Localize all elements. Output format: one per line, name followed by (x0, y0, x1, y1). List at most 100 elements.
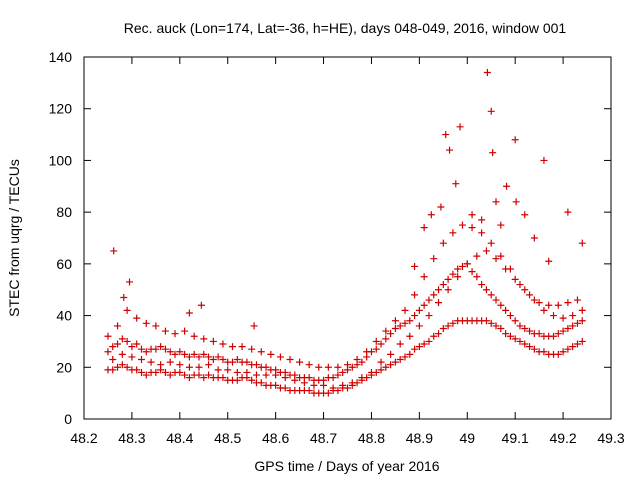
data-point (497, 325, 505, 332)
data-point (406, 317, 414, 325)
data-point (197, 301, 205, 309)
data-point (200, 350, 208, 358)
data-point (176, 368, 184, 376)
data-point (166, 358, 174, 366)
data-point (219, 356, 227, 364)
data-point (446, 146, 454, 154)
data-point (291, 376, 299, 384)
y-tick-label: 40 (56, 308, 72, 324)
data-point (382, 327, 390, 335)
data-point (425, 312, 433, 320)
data-point (449, 229, 457, 237)
data-point (181, 371, 189, 379)
data-point (569, 322, 577, 330)
data-point (118, 361, 126, 369)
data-point (224, 366, 232, 374)
data-point (257, 379, 265, 387)
data-point (137, 368, 145, 376)
data-point (530, 234, 538, 242)
data-point (449, 319, 457, 327)
data-point (358, 374, 366, 382)
data-point (133, 366, 141, 374)
data-point (449, 270, 457, 278)
data-point (430, 255, 438, 263)
data-point (516, 281, 524, 289)
data-point (554, 330, 562, 338)
data-point (569, 312, 577, 320)
data-point (391, 325, 399, 332)
data-point (454, 265, 462, 273)
data-point (276, 353, 284, 361)
data-point (411, 262, 419, 270)
data-point (372, 345, 380, 353)
data-point (497, 252, 505, 260)
data-point (439, 239, 447, 247)
data-point (492, 255, 500, 263)
data-point (300, 379, 308, 387)
data-point (195, 363, 203, 371)
data-point (329, 384, 337, 392)
data-point (559, 314, 567, 322)
chart-title: Rec. auck (Lon=174, Lat=-36, h=HE), days… (124, 20, 567, 36)
data-point (415, 306, 423, 314)
data-point (118, 335, 126, 343)
data-point (435, 299, 443, 307)
data-point (281, 374, 289, 382)
data-point (142, 371, 150, 379)
data-point (152, 368, 160, 376)
data-point (339, 368, 347, 376)
data-point (430, 332, 438, 340)
x-tick-label: 48.4 (166, 430, 193, 446)
data-point (458, 221, 466, 229)
data-point (387, 330, 395, 338)
data-point (439, 325, 447, 332)
data-point (171, 350, 179, 358)
data-point (573, 296, 581, 304)
data-point (420, 224, 428, 232)
data-point (272, 381, 280, 389)
data-point (324, 389, 332, 397)
data-point (497, 301, 505, 309)
data-point (573, 340, 581, 348)
data-point (181, 350, 189, 358)
data-point (511, 335, 519, 343)
data-point (487, 239, 495, 247)
data-point (492, 198, 500, 206)
data-point (420, 273, 428, 281)
x-axis-label: GPS time / Days of year 2016 (254, 458, 439, 474)
data-point (463, 260, 471, 268)
x-tick-label: 48.7 (310, 430, 337, 446)
data-point (506, 312, 514, 320)
data-point (497, 221, 505, 229)
data-point (425, 296, 433, 304)
data-point (554, 350, 562, 358)
x-tick-label: 48.2 (70, 430, 97, 446)
data-point (506, 332, 514, 340)
data-point (200, 374, 208, 382)
data-point (516, 322, 524, 330)
data-point (200, 335, 208, 343)
data-point (147, 358, 155, 366)
data-point (512, 198, 520, 206)
data-point (425, 337, 433, 345)
data-point (363, 348, 371, 356)
data-point (427, 211, 435, 219)
data-point (190, 350, 198, 358)
data-point (530, 345, 538, 353)
x-tick-label: 49 (459, 430, 475, 446)
data-point (353, 356, 361, 364)
data-point (305, 361, 313, 369)
data-point (344, 384, 351, 392)
y-tick-label: 0 (64, 411, 72, 427)
data-point (296, 358, 304, 366)
data-point (516, 337, 524, 345)
data-point (578, 239, 586, 247)
data-point (185, 374, 193, 382)
data-point (120, 293, 128, 301)
data-point (190, 332, 198, 340)
x-tick-label: 48.6 (262, 430, 289, 446)
data-point (526, 291, 534, 299)
data-point (128, 353, 136, 361)
data-point (415, 322, 423, 330)
data-point (205, 371, 213, 379)
